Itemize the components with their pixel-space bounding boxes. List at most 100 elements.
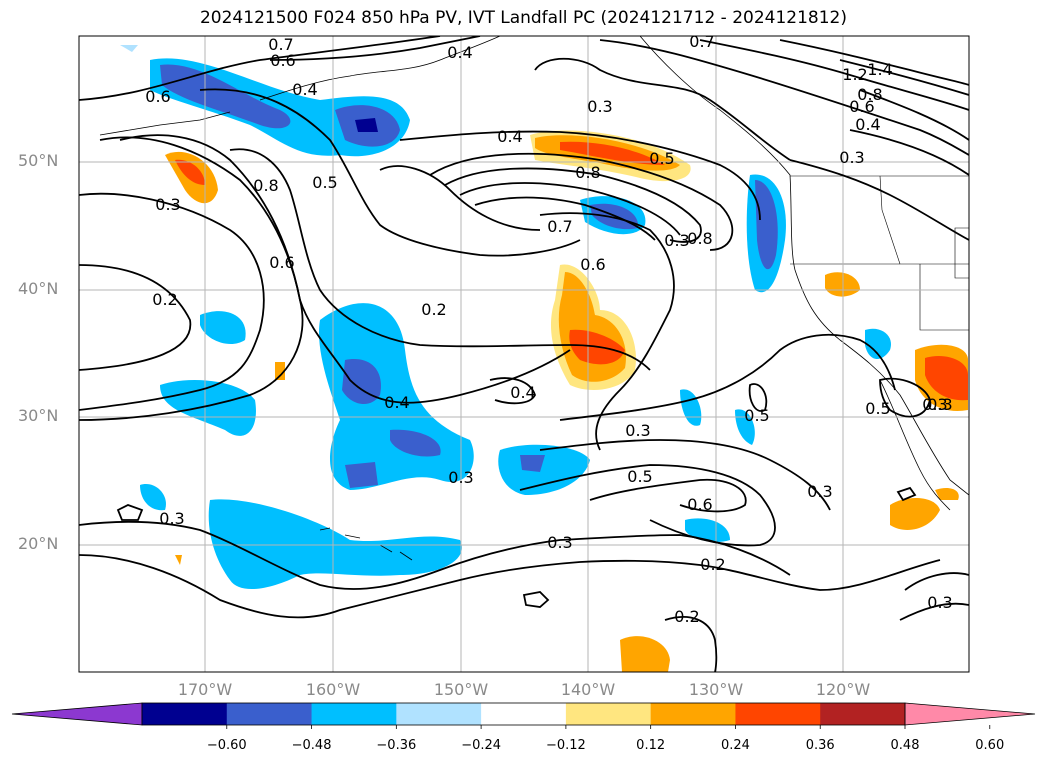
ivt-contour-line [489, 377, 536, 405]
pv-positive-area [935, 488, 959, 500]
contour-label: 0.8 [687, 229, 712, 248]
ivt-contour-line [589, 478, 747, 513]
colorbar-tick-label: −0.48 [291, 738, 332, 753]
pv-negative-area [120, 45, 138, 52]
contour-label: 0.3 [547, 533, 572, 552]
ivt-contour-line [459, 182, 681, 236]
contour-label: 0.3 [159, 509, 184, 528]
lon-label: 160°W [305, 680, 361, 699]
colorbar-swatch [396, 703, 482, 725]
colorbar-tick-label: −0.24 [461, 738, 502, 753]
ivt-contour-line [534, 57, 791, 161]
ivt-contour-line [79, 554, 941, 619]
contour-label: 0.5 [865, 399, 890, 418]
ivt-contour-line [879, 377, 931, 418]
pv-positive-area [560, 141, 665, 165]
colorbar-swatch [565, 703, 652, 725]
contour-label: 0.5 [649, 149, 674, 168]
lon-label: 170°W [177, 680, 233, 699]
hawaii-islands [319, 527, 413, 561]
ivt-contour-line [539, 212, 675, 451]
colorbar-tick-label: −0.60 [206, 738, 247, 753]
contour-label: 0.6 [270, 51, 295, 70]
pv-negative-area [160, 64, 291, 129]
contour-label: 0.5 [744, 406, 769, 425]
contour-label: 0.7 [547, 217, 572, 236]
border-state [919, 264, 969, 331]
colorbar-extend-max [904, 702, 1036, 726]
pv-negative-area [865, 328, 891, 360]
contour-label-group: 0.70.6 0.40.71.41.20.80.60.40.30.30.40.6 0… [145, 32, 952, 626]
ivt-contour-line [269, 36, 481, 61]
colorbar-swatch [735, 703, 821, 725]
gridlines [79, 36, 969, 672]
border-state [954, 227, 969, 279]
contour-label: 0.3 [839, 148, 864, 167]
pv-negative-area [520, 455, 545, 472]
ivt-contour-line [748, 383, 768, 412]
colorbar-tick-label: 0.60 [975, 738, 1005, 753]
ivt-contour-line [789, 159, 969, 241]
lon-label: 140°W [560, 680, 616, 699]
ivt-contour-line [79, 192, 265, 411]
coastline-aleutians [99, 111, 231, 136]
pv-positive-area [275, 362, 285, 380]
contour-label: 0.3 [927, 395, 952, 414]
lon-label: 130°W [688, 680, 744, 699]
ivt-contour-line [699, 39, 969, 111]
contour-label: 0.4 [855, 115, 880, 134]
ivt-contour-line [99, 136, 571, 404]
contour-label: 0.6 [145, 87, 170, 106]
contour-label: 0.6 [269, 253, 294, 272]
contour-label: 0.8 [575, 163, 600, 182]
contour-label: 0.2 [421, 300, 446, 319]
coastlines [99, 36, 969, 561]
ivt-contour-line [229, 148, 651, 371]
colorbar-swatch [820, 703, 906, 725]
map-title: 2024121500 F024 850 hPa PV, IVT Landfall… [199, 8, 847, 28]
map-frame [78, 35, 970, 673]
lon-label: 120°W [815, 680, 871, 699]
contour-label: 0.2 [674, 607, 699, 626]
pv-positive-area [175, 555, 182, 565]
colorbar-tick-label: 0.48 [890, 738, 920, 753]
contour-label: 0.4 [497, 127, 522, 146]
contour-label: 0.3 [927, 593, 952, 612]
pv-positive-area [175, 159, 205, 185]
contour-label: 1.4 [867, 60, 892, 79]
pv-positive-area [925, 355, 968, 401]
ivt-contour-line [849, 129, 969, 176]
contour-label: 0.3 [664, 231, 689, 250]
contour-label: 1.2 [842, 65, 867, 84]
ivt-contour-line [429, 152, 734, 251]
ivt-contour-line [899, 602, 969, 621]
colorbar-tick-label: −0.36 [376, 738, 417, 753]
contour-label: 0.5 [312, 173, 337, 192]
lat-label: 20°N [18, 534, 59, 553]
pv-negative-area [390, 429, 441, 457]
lat-label: 40°N [18, 279, 59, 298]
contour-label: 0.4 [384, 393, 409, 412]
pv-negative-area [342, 359, 381, 405]
pv-shading [120, 45, 968, 672]
colorbar-extend-min [11, 702, 143, 726]
colorbar-tick-label: 0.36 [805, 738, 835, 753]
contour-label: 0.3 [587, 97, 612, 116]
pv-negative-area [200, 311, 246, 345]
ivt-contour-line [599, 39, 969, 156]
ivt-contour-line [664, 616, 718, 672]
lon-label: 150°W [433, 680, 489, 699]
pv-negative-area [735, 409, 755, 445]
contour-label: 0.5 [627, 467, 652, 486]
political-borders [790, 175, 969, 331]
contour-label: 0.6 [580, 255, 605, 274]
colorbar-swatch [650, 703, 736, 725]
contour-label: 0.2 [700, 555, 725, 574]
ivt-contour-line [199, 88, 581, 257]
ivt-contours [79, 36, 969, 672]
contour-label: 0.8 [857, 85, 882, 104]
border-state [879, 175, 901, 265]
contour-label: 0.6 [687, 495, 712, 514]
colorbar-swatch [481, 703, 567, 725]
